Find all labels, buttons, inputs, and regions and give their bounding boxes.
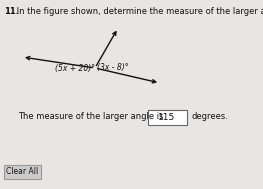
- Text: Clear All: Clear All: [6, 167, 38, 176]
- Text: 115: 115: [158, 112, 176, 122]
- Text: degrees.: degrees.: [191, 112, 228, 121]
- Text: In the figure shown, determine the measure of the larger angle.: In the figure shown, determine the measu…: [14, 7, 263, 16]
- Text: (3x - 8)°: (3x - 8)°: [97, 63, 129, 72]
- Text: 11.: 11.: [4, 7, 19, 16]
- FancyBboxPatch shape: [3, 164, 41, 178]
- Text: (5x + 20)°: (5x + 20)°: [55, 64, 95, 73]
- FancyBboxPatch shape: [148, 109, 186, 125]
- Text: The measure of the larger angle is: The measure of the larger angle is: [18, 112, 164, 121]
